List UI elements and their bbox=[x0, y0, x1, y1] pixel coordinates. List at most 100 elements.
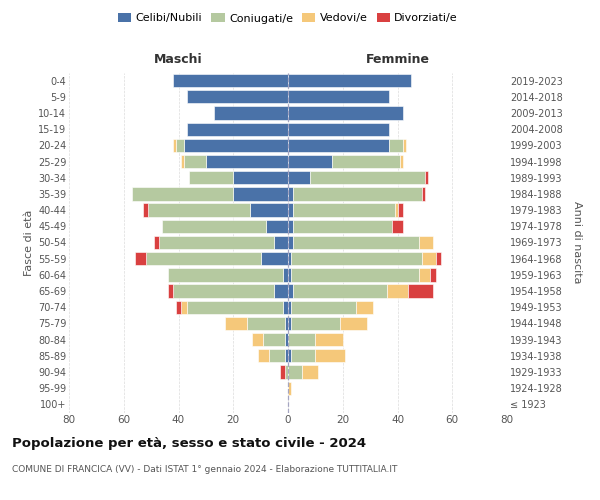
Bar bbox=[293, 220, 392, 233]
Bar bbox=[392, 220, 403, 233]
Text: Femmine: Femmine bbox=[365, 53, 430, 66]
Bar bbox=[310, 171, 425, 184]
Bar bbox=[184, 155, 206, 168]
Bar bbox=[386, 284, 409, 298]
Bar bbox=[291, 349, 316, 362]
Bar bbox=[316, 349, 346, 362]
Bar bbox=[160, 236, 274, 249]
Bar bbox=[288, 317, 291, 330]
Bar bbox=[214, 106, 288, 120]
Bar bbox=[332, 155, 400, 168]
Bar bbox=[162, 220, 266, 233]
Bar bbox=[288, 236, 293, 249]
Bar bbox=[409, 284, 433, 298]
Bar bbox=[288, 155, 332, 168]
Bar bbox=[288, 252, 291, 266]
Bar bbox=[154, 236, 160, 249]
Bar bbox=[274, 236, 288, 249]
Bar bbox=[288, 382, 291, 395]
Bar bbox=[288, 333, 316, 346]
Bar bbox=[253, 333, 263, 346]
Bar bbox=[173, 74, 288, 87]
Bar bbox=[419, 236, 433, 249]
Bar bbox=[422, 188, 425, 200]
Bar bbox=[288, 122, 389, 136]
Bar bbox=[425, 171, 428, 184]
Bar bbox=[288, 106, 403, 120]
Bar bbox=[173, 138, 176, 152]
Bar bbox=[288, 349, 291, 362]
Bar bbox=[190, 171, 233, 184]
Bar bbox=[274, 284, 288, 298]
Bar bbox=[288, 366, 302, 378]
Bar bbox=[173, 284, 274, 298]
Bar bbox=[206, 155, 288, 168]
Bar bbox=[148, 204, 250, 217]
Bar bbox=[285, 333, 288, 346]
Bar bbox=[293, 284, 386, 298]
Bar bbox=[293, 204, 395, 217]
Bar bbox=[181, 155, 184, 168]
Bar bbox=[288, 188, 293, 200]
Bar bbox=[436, 252, 442, 266]
Bar bbox=[291, 317, 340, 330]
Bar bbox=[302, 366, 318, 378]
Bar bbox=[291, 300, 356, 314]
Bar bbox=[316, 333, 343, 346]
Bar bbox=[225, 317, 247, 330]
Bar bbox=[288, 90, 389, 104]
Bar bbox=[293, 236, 419, 249]
Bar bbox=[283, 300, 288, 314]
Text: Maschi: Maschi bbox=[154, 53, 203, 66]
Bar bbox=[419, 268, 430, 281]
Bar bbox=[389, 138, 403, 152]
Bar bbox=[181, 300, 187, 314]
Bar bbox=[288, 171, 310, 184]
Bar bbox=[395, 204, 398, 217]
Bar bbox=[403, 138, 406, 152]
Bar bbox=[143, 204, 148, 217]
Y-axis label: Anni di nascita: Anni di nascita bbox=[572, 201, 582, 283]
Bar bbox=[288, 220, 293, 233]
Bar bbox=[263, 333, 285, 346]
Bar bbox=[285, 349, 288, 362]
Bar bbox=[280, 366, 285, 378]
Bar bbox=[291, 252, 422, 266]
Bar bbox=[187, 122, 288, 136]
Bar bbox=[288, 284, 293, 298]
Bar bbox=[184, 138, 288, 152]
Bar bbox=[422, 252, 436, 266]
Bar bbox=[398, 204, 403, 217]
Bar bbox=[187, 300, 283, 314]
Bar bbox=[356, 300, 373, 314]
Bar bbox=[400, 155, 403, 168]
Bar bbox=[247, 317, 285, 330]
Bar bbox=[176, 300, 181, 314]
Bar bbox=[288, 204, 293, 217]
Bar bbox=[233, 188, 288, 200]
Bar bbox=[187, 90, 288, 104]
Bar bbox=[291, 268, 419, 281]
Bar bbox=[260, 252, 288, 266]
Bar bbox=[266, 220, 288, 233]
Text: COMUNE DI FRANCICA (VV) - Dati ISTAT 1° gennaio 2024 - Elaborazione TUTTITALIA.I: COMUNE DI FRANCICA (VV) - Dati ISTAT 1° … bbox=[12, 466, 397, 474]
Bar bbox=[288, 268, 291, 281]
Bar bbox=[258, 349, 269, 362]
Bar bbox=[233, 171, 288, 184]
Bar bbox=[146, 252, 260, 266]
Text: Popolazione per età, sesso e stato civile - 2024: Popolazione per età, sesso e stato civil… bbox=[12, 438, 366, 450]
Bar bbox=[293, 188, 422, 200]
Bar bbox=[430, 268, 436, 281]
Bar bbox=[167, 284, 173, 298]
Bar bbox=[285, 366, 288, 378]
Bar bbox=[132, 188, 233, 200]
Bar bbox=[283, 268, 288, 281]
Bar bbox=[340, 317, 367, 330]
Bar bbox=[285, 317, 288, 330]
Legend: Celibi/Nubili, Coniugati/e, Vedovi/e, Divorziati/e: Celibi/Nubili, Coniugati/e, Vedovi/e, Di… bbox=[118, 13, 458, 24]
Bar bbox=[288, 300, 291, 314]
Bar bbox=[269, 349, 285, 362]
Y-axis label: Fasce di età: Fasce di età bbox=[23, 210, 34, 276]
Bar bbox=[288, 74, 411, 87]
Bar bbox=[176, 138, 184, 152]
